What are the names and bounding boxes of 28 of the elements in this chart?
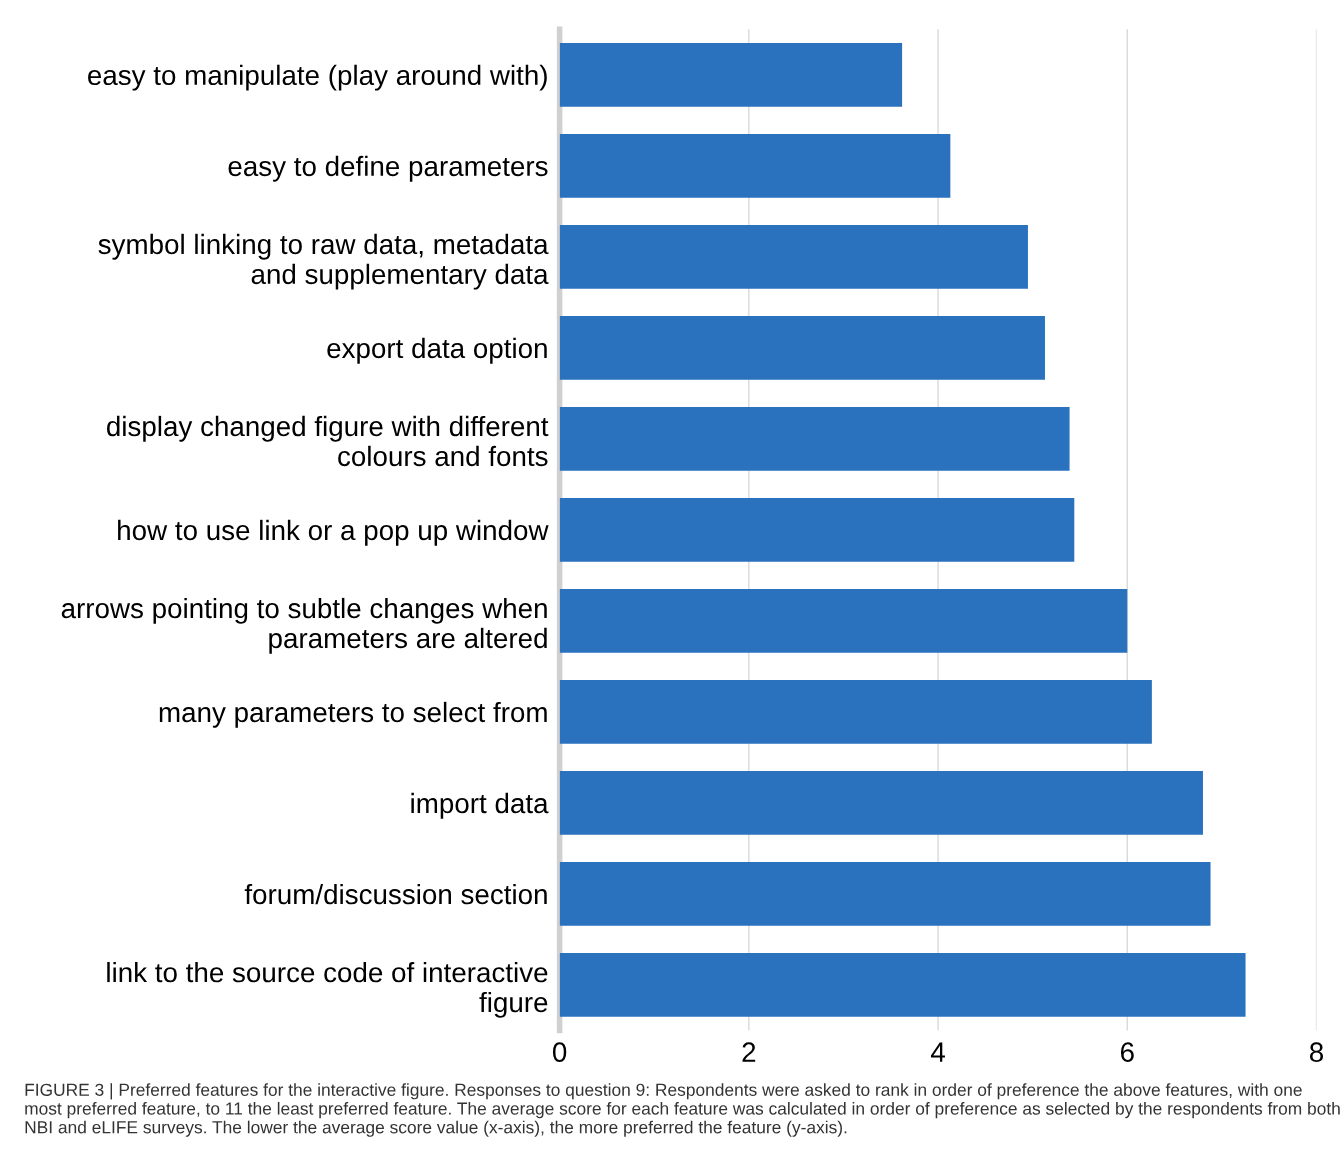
y-tick-label: easy to define parameters (228, 155, 548, 182)
bar (559, 315, 1045, 380)
bar (559, 224, 1028, 289)
x-tick-label: 6 (1120, 1042, 1134, 1062)
bar (559, 407, 1070, 471)
bar (559, 133, 951, 198)
bar (559, 953, 1246, 1017)
bar (559, 771, 1203, 835)
caption: FIGURE 3 | Preferred features for the interactive figure. Responses to question 9: Respondents were asked to rank in order of preference the above features, with one most preferred feature, to 11 the least preferred feature. The average score for each feature was calculated in order of preference as selected by the respondents from both NBI and eLIFE surveys. The lower the average score value (x-axis), the more preferred the feature (y-axis). (25, 1083, 1340, 1137)
y-tick-label: export data option (327, 337, 547, 364)
y-tick-label: import data (411, 792, 549, 819)
x-tick-label: 2 (742, 1042, 756, 1062)
x-tick-label: 0 (552, 1042, 567, 1062)
bar (559, 498, 1075, 562)
bar (559, 42, 903, 107)
y-tick-label: link to the source code of interactive figure (107, 961, 548, 1018)
y-tick-label: display changed figure with different colours and fonts (107, 415, 549, 467)
bar (559, 589, 1128, 653)
bar (559, 862, 1211, 926)
y-tick-label: arrows pointing to subtle changes when parameters are altered (61, 597, 547, 654)
y-tick-label: how to use link or a pop up window (118, 519, 549, 546)
y-tick-label: symbol linking to raw data, metadata and supplementary data (98, 233, 549, 290)
bar (559, 680, 1152, 744)
y-tick-label: easy to manipulate (play around with) (88, 64, 547, 91)
x-tick-label: 4 (930, 1042, 945, 1062)
x-tick-label: 8 (1309, 1042, 1324, 1062)
y-tick-label: forum/discussion section (244, 883, 547, 905)
y-tick-label: many parameters to select from (159, 701, 547, 728)
